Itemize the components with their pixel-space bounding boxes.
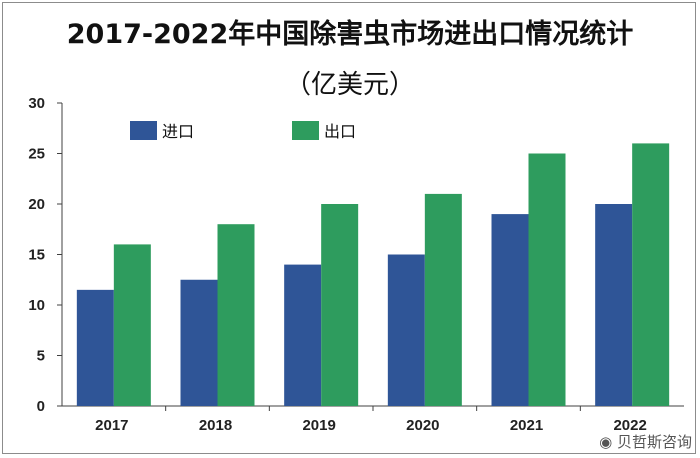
y-tick-label: 15 xyxy=(28,247,45,264)
legend-swatch-export xyxy=(292,121,319,140)
y-tick-label: 0 xyxy=(37,398,45,415)
bar-import-2017 xyxy=(76,289,114,406)
y-tick-label: 25 xyxy=(28,146,45,163)
bar-import-2022 xyxy=(595,204,633,406)
weibo-icon: ◉ xyxy=(599,433,613,451)
watermark-label: 贝哲斯咨询 xyxy=(616,433,692,451)
x-tick-label: 2018 xyxy=(199,417,232,434)
chart-subtitle-unit: （亿美元） xyxy=(284,70,415,100)
x-tick-label: 2022 xyxy=(613,417,646,434)
bar-export-2018 xyxy=(217,224,255,406)
bar-export-2019 xyxy=(321,204,359,406)
y-tick-label: 20 xyxy=(28,196,45,213)
bar-import-2021 xyxy=(491,214,529,406)
bar-import-2018 xyxy=(180,279,218,406)
bar-export-2021 xyxy=(528,153,566,406)
legend-label-import: 进口 xyxy=(162,122,194,141)
x-tick-label: 2021 xyxy=(510,417,543,434)
watermark-text: ◉ 贝哲斯咨询 xyxy=(599,431,692,452)
x-tick-label: 2020 xyxy=(406,417,439,434)
x-tick-label: 2017 xyxy=(95,417,128,434)
bar-import-2019 xyxy=(284,264,322,406)
bar-export-2017 xyxy=(113,244,151,406)
bar-export-2020 xyxy=(424,193,462,406)
legend-swatch-import xyxy=(130,121,157,140)
x-tick-label: 2019 xyxy=(302,417,335,434)
y-tick-label: 5 xyxy=(37,348,45,365)
bar-import-2020 xyxy=(387,254,425,406)
y-tick-label: 30 xyxy=(28,95,45,112)
chart-title: 2017-2022年中国除害虫市场进出口情况统计 xyxy=(66,19,634,50)
bar-export-2022 xyxy=(632,143,670,406)
legend-label-export: 出口 xyxy=(324,122,356,141)
y-tick-label: 10 xyxy=(28,297,45,314)
